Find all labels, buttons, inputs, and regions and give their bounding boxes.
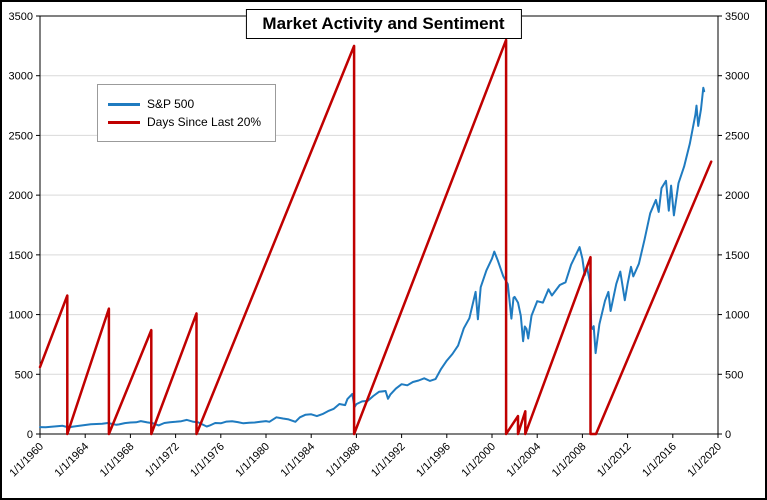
- legend-item-days-since[interactable]: Days Since Last 20%: [108, 115, 261, 129]
- y-axis-label-right: 3000: [725, 71, 749, 83]
- y-axis-label-left: 2000: [9, 190, 33, 202]
- series-line-1: [38, 38, 713, 436]
- y-axis-label-left: 1500: [9, 250, 33, 262]
- x-axis-label: 1/1/2008: [550, 441, 589, 480]
- y-axis-label-left: 3000: [9, 71, 33, 83]
- x-axis-label: 1/1/1968: [98, 441, 137, 480]
- x-axis-label: 1/1/1996: [414, 441, 453, 480]
- x-axis-label: 1/1/1964: [53, 441, 92, 480]
- legend-label-days-since: Days Since Last 20%: [147, 115, 262, 129]
- sp500-line-swatch: [108, 102, 140, 106]
- y-axis-label-right: 1500: [725, 250, 749, 262]
- x-axis-label: 1/1/2000: [459, 441, 498, 480]
- y-axis-label-right: 2000: [725, 190, 749, 202]
- y-axis-label-right: 1000: [725, 310, 749, 322]
- x-axis-label: 1/1/1972: [143, 441, 182, 480]
- x-axis-label: 1/1/1976: [188, 441, 227, 480]
- y-axis-label-left: 2500: [9, 130, 33, 142]
- legend-label-sp500: S&P 500: [147, 97, 195, 111]
- y-axis-label-left: 3500: [9, 11, 33, 23]
- x-axis-label: 1/1/2016: [640, 441, 679, 480]
- x-axis-label: 1/1/2020: [685, 441, 724, 480]
- x-axis-label: 1/1/2004: [505, 441, 544, 480]
- y-axis-label-right: 500: [725, 369, 743, 381]
- x-axis-label: 1/1/1992: [369, 441, 408, 480]
- y-axis-label-right: 2500: [725, 130, 749, 142]
- x-axis-label: 1/1/1960: [7, 441, 46, 480]
- x-axis-label: 1/1/2012: [595, 441, 634, 480]
- series-line-0: [39, 86, 706, 429]
- x-axis-label: 1/1/1980: [233, 441, 272, 480]
- y-axis-label-right: 3500: [725, 11, 749, 23]
- days-since-line-swatch: [108, 120, 140, 124]
- y-axis-label-left: 500: [15, 369, 33, 381]
- y-axis-label-left: 0: [27, 429, 33, 441]
- legend-item-sp500[interactable]: S&P 500: [108, 97, 261, 111]
- chart-title: Market Activity and Sentiment: [245, 9, 522, 39]
- legend[interactable]: S&P 500 Days Since Last 20%: [97, 84, 277, 142]
- y-axis-label-left: 1000: [9, 310, 33, 322]
- y-axis-label-right: 0: [725, 429, 731, 441]
- x-axis-label: 1/1/1988: [324, 441, 363, 480]
- x-axis-label: 1/1/1984: [279, 441, 318, 480]
